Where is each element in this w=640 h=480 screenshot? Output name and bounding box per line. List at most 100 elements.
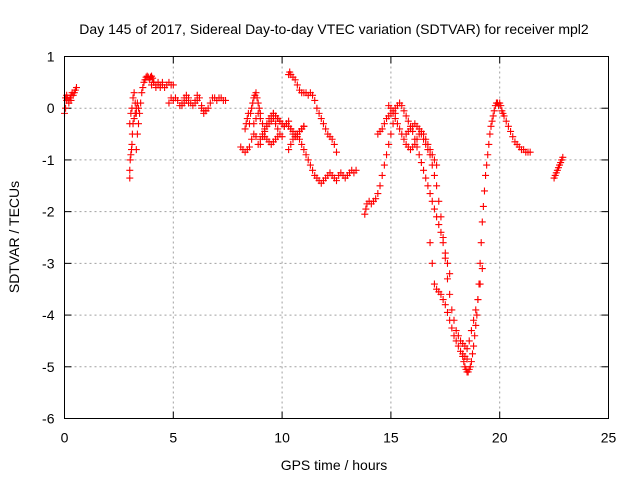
- data-point-marker: [259, 133, 267, 141]
- data-point-marker: [126, 156, 134, 164]
- data-point-marker: [460, 358, 468, 366]
- data-point-marker: [126, 120, 134, 128]
- data-point-marker: [132, 146, 140, 154]
- data-point-marker: [247, 109, 255, 117]
- data-point-marker: [470, 316, 478, 324]
- data-point-marker: [300, 122, 308, 130]
- data-point-marker: [467, 327, 475, 335]
- data-point-marker: [150, 78, 158, 86]
- data-point-marker: [272, 120, 280, 128]
- data-point-marker: [470, 342, 478, 350]
- data-point-marker: [486, 130, 494, 138]
- data-point-marker: [126, 174, 134, 182]
- y-tick-label: -3: [42, 255, 55, 271]
- data-point-marker: [261, 127, 269, 135]
- data-point-marker: [304, 156, 312, 164]
- data-point-marker: [484, 151, 492, 159]
- data-point-marker: [485, 140, 493, 148]
- data-point-marker: [439, 234, 447, 241]
- plot-frame: [64, 56, 609, 419]
- data-point-marker: [130, 89, 138, 97]
- data-point-marker: [126, 166, 134, 174]
- data-point-marker: [298, 140, 306, 148]
- data-point-marker: [441, 301, 449, 309]
- data-point-marker: [437, 228, 445, 236]
- data-point-marker: [72, 84, 80, 92]
- data-point-marker: [446, 270, 454, 278]
- y-tick-label: 1: [47, 49, 55, 65]
- data-point-marker: [322, 125, 330, 133]
- data-point-marker: [509, 133, 517, 141]
- data-point-marker: [128, 140, 136, 148]
- data-point-marker: [330, 140, 338, 148]
- data-point-marker: [396, 125, 404, 133]
- data-point-marker: [450, 332, 458, 340]
- data-point-marker: [130, 115, 138, 123]
- data-point-marker: [206, 99, 214, 107]
- data-point-marker: [174, 96, 182, 104]
- data-point-marker: [443, 275, 451, 283]
- data-point-marker: [452, 327, 460, 335]
- data-point-marker: [430, 171, 438, 179]
- data-point-marker: [463, 345, 471, 353]
- data-point-marker: [404, 117, 412, 125]
- data-point-marker: [435, 221, 443, 229]
- data-point-marker: [502, 117, 510, 125]
- data-point-marker: [415, 151, 423, 159]
- data-point-marker: [443, 259, 451, 267]
- data-point-marker: [428, 259, 436, 267]
- data-point-marker: [489, 112, 497, 120]
- data-point-marker: [128, 104, 136, 112]
- y-axis-label: SDTVAR / TECUs: [6, 181, 22, 293]
- data-point-marker: [361, 210, 369, 218]
- data-point-marker: [478, 265, 486, 273]
- data-point-marker: [472, 321, 480, 329]
- data-point-marker: [435, 197, 443, 205]
- data-point-marker: [134, 120, 142, 128]
- data-point-marker: [448, 306, 456, 314]
- data-point-marker: [254, 109, 262, 117]
- data-point-marker: [250, 120, 258, 128]
- data-point-marker: [424, 146, 432, 154]
- data-point-marker: [474, 296, 482, 304]
- data-point-marker: [420, 166, 428, 174]
- data-point-marker: [315, 109, 323, 117]
- data-point-marker: [469, 350, 476, 358]
- data-point-marker: [480, 187, 488, 195]
- data-point-marker: [422, 140, 430, 148]
- data-point-marker: [376, 182, 384, 190]
- data-point-marker: [248, 135, 256, 143]
- data-point-marker: [165, 99, 173, 107]
- data-point-marker: [422, 174, 430, 182]
- data-point-marker: [387, 104, 395, 112]
- y-tick-label: -6: [42, 411, 55, 427]
- data-marks: [61, 68, 567, 376]
- data-point-marker: [504, 122, 512, 130]
- data-point-marker: [241, 125, 249, 133]
- data-point-marker: [256, 115, 264, 123]
- data-point-marker: [319, 120, 327, 128]
- data-point-marker: [428, 161, 436, 169]
- data-point-marker: [482, 171, 490, 179]
- data-point-marker: [156, 84, 164, 92]
- data-point-marker: [420, 135, 428, 143]
- x-axis-label: GPS time / hours: [281, 457, 388, 473]
- data-point-marker: [255, 104, 263, 112]
- data-point-marker: [559, 153, 567, 161]
- data-point-marker: [391, 115, 399, 123]
- data-point-marker: [383, 151, 391, 159]
- data-point-marker: [198, 104, 206, 112]
- data-point-marker: [500, 112, 508, 120]
- data-point-marker: [476, 259, 484, 267]
- data-point-marker: [309, 166, 317, 174]
- data-point-marker: [243, 115, 251, 123]
- data-point-marker: [441, 254, 449, 262]
- data-point-marker: [428, 197, 436, 205]
- data-point-marker: [313, 104, 321, 112]
- data-point-marker: [285, 146, 293, 154]
- data-point-marker: [387, 130, 395, 138]
- data-point-marker: [254, 99, 262, 107]
- data-point-marker: [352, 166, 360, 174]
- data-point-marker: [389, 109, 397, 117]
